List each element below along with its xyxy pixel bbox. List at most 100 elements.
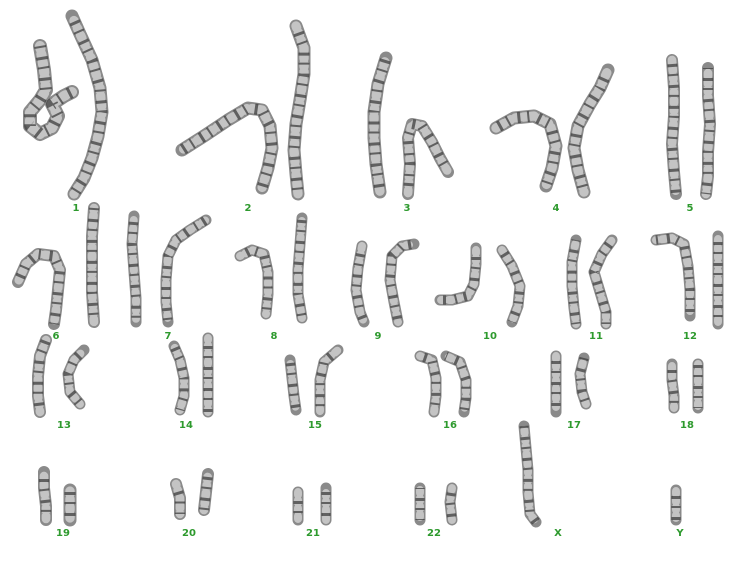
label-chr-7: 7 [164, 331, 172, 342]
label-chr-20: 20 [182, 528, 196, 539]
chromosome-12-a [650, 232, 696, 322]
light-bands [316, 346, 342, 416]
label-chr-18: 18 [680, 420, 694, 431]
chromosome-22-b [444, 482, 458, 526]
chromosome-2-a [175, 101, 279, 195]
label-chr-22: 22 [427, 528, 441, 539]
chromosome-3-a [367, 51, 393, 199]
dark-bands [445, 487, 457, 521]
label-chr-21: 21 [306, 528, 320, 539]
label-chr-10: 10 [483, 331, 497, 342]
label-chr-12: 12 [683, 331, 697, 342]
dark-bands [519, 425, 540, 525]
label-chr-2: 2 [244, 203, 252, 214]
dark-bands [667, 364, 679, 408]
light-bands [667, 55, 681, 199]
chromosome-20-a [170, 478, 186, 520]
chromosome-1-a [23, 39, 79, 141]
dark-bands [66, 13, 108, 197]
dark-bands [169, 344, 189, 412]
chromosome-18-a [666, 358, 680, 414]
chromosome-9-b [384, 238, 420, 328]
dark-bands [38, 472, 52, 520]
light-bands [286, 356, 300, 414]
light-bands [294, 214, 306, 322]
chromosome-11-b [588, 234, 618, 330]
chromosome-15-a [284, 354, 302, 416]
chromosome-6-b [86, 202, 100, 328]
light-bands [289, 21, 309, 199]
light-bands [352, 242, 368, 326]
chromosome-7-a [126, 210, 142, 328]
label-chr-14: 14 [179, 420, 193, 431]
light-bands [576, 354, 590, 408]
label-chr-x: X [554, 528, 562, 539]
label-chr-15: 15 [308, 420, 322, 431]
light-bands [13, 249, 65, 329]
chromosome-2-b [287, 19, 311, 201]
dark-bands [402, 118, 453, 195]
chromosome-7-b [160, 214, 212, 328]
label-chr-19: 19 [56, 528, 70, 539]
light-bands [436, 244, 480, 304]
chromosome-13-b [62, 344, 90, 410]
light-bands [87, 203, 99, 327]
dark-bands [63, 346, 88, 407]
light-bands [236, 246, 272, 318]
chromosome-8-a [234, 244, 274, 320]
light-bands [369, 53, 391, 197]
chromosome-13-a [32, 334, 52, 418]
dark-bands [32, 338, 51, 413]
light-bands [171, 479, 185, 519]
label-chr-y: Y [676, 528, 684, 539]
chromosome-19-a [38, 466, 52, 526]
chromosome-6-a [12, 248, 66, 330]
label-chr-3: 3 [403, 203, 411, 214]
light-bands [177, 103, 277, 193]
label-chr-8: 8 [270, 331, 278, 342]
label-chr-16: 16 [443, 420, 457, 431]
chromosome-17-b [574, 352, 592, 410]
chromosome-8-b [292, 212, 308, 324]
light-bands [498, 246, 524, 326]
label-chr-13: 13 [57, 420, 71, 431]
chromosome-5-a [666, 54, 682, 200]
chromosome-10-b [496, 244, 526, 328]
chromosome-1-b [65, 9, 109, 201]
chromosome-16-b [440, 350, 472, 418]
chromosome-16-a [414, 350, 442, 418]
dark-bands [655, 233, 695, 316]
light-bands [199, 469, 213, 515]
dark-bands [127, 215, 141, 322]
chromosome-15-b [314, 344, 344, 418]
light-bands [24, 40, 78, 140]
chromosome-3-b [402, 118, 454, 200]
label-chr-9: 9 [374, 331, 382, 342]
light-bands [701, 63, 715, 199]
light-bands [569, 65, 613, 197]
dark-bands [385, 239, 415, 323]
chromosome-11-a [566, 234, 582, 330]
label-chr-6: 6 [52, 331, 60, 342]
label-chr-17: 17 [567, 420, 581, 431]
label-chr-1: 1 [72, 203, 80, 214]
dark-bands [161, 216, 209, 323]
light-bands [491, 111, 561, 191]
label-chr-5: 5 [686, 203, 694, 214]
chromosome-4-a [489, 109, 563, 193]
light-bands [416, 352, 440, 416]
label-chr-11: 11 [589, 331, 603, 342]
label-chr-4: 4 [552, 203, 560, 214]
chromosome-x-a [518, 420, 542, 528]
light-bands [67, 11, 107, 199]
dark-bands [568, 67, 614, 194]
chromosome-4-b [567, 63, 615, 199]
dark-bands [567, 239, 581, 325]
dark-bands [589, 237, 616, 324]
chromosome-5-b [700, 62, 716, 200]
chromosome-10-a [434, 242, 482, 306]
dark-bands [444, 351, 471, 413]
chromosome-20-b [198, 468, 214, 516]
